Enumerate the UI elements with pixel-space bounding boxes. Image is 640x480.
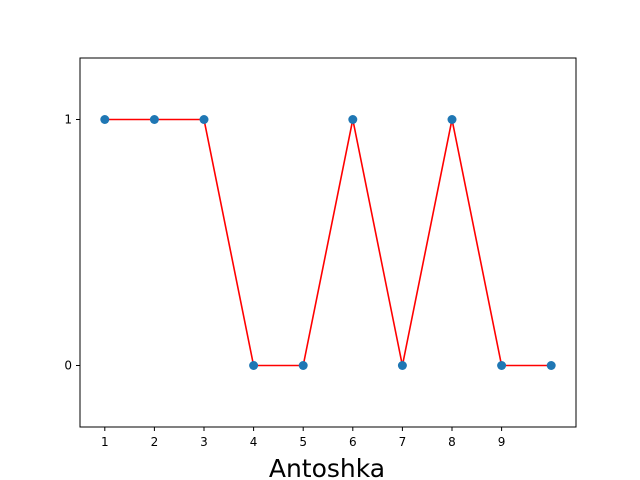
x-tick-label: 5 <box>299 435 307 449</box>
x-tick-label: 3 <box>200 435 208 449</box>
x-tick-label: 9 <box>498 435 506 449</box>
data-point <box>448 115 457 124</box>
x-tick-label: 4 <box>250 435 258 449</box>
x-tick-label: 6 <box>349 435 357 449</box>
x-tick-label: 1 <box>101 435 109 449</box>
x-tick-label: 8 <box>448 435 456 449</box>
data-point <box>150 115 159 124</box>
y-tick-label: 0 <box>64 359 72 373</box>
y-tick-label: 1 <box>64 113 72 127</box>
x-axis-title: Antoshka <box>269 454 385 480</box>
x-tick-label: 2 <box>151 435 159 449</box>
data-point <box>398 361 407 370</box>
data-point <box>497 361 506 370</box>
data-point <box>100 115 109 124</box>
data-point <box>547 361 556 370</box>
x-tick-label: 7 <box>399 435 407 449</box>
data-point <box>200 115 209 124</box>
data-point <box>299 361 308 370</box>
data-point <box>348 115 357 124</box>
data-point <box>249 361 258 370</box>
